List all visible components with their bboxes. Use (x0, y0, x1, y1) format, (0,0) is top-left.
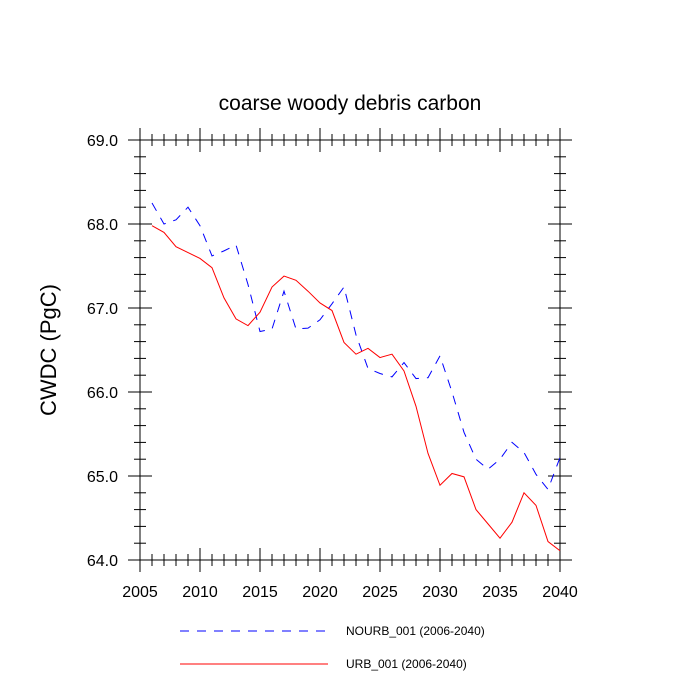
x-tick-label: 2015 (242, 584, 278, 601)
legend: NOURB_001 (2006-2040) URB_001 (2006-2040) (180, 624, 485, 671)
y-tick-label: 64.0 (87, 553, 118, 570)
plot-frame (139, 139, 561, 561)
y-tick-label: 67.0 (87, 301, 118, 318)
x-tick-label: 2010 (182, 584, 218, 601)
chart-title: coarse woody debris carbon (219, 92, 482, 115)
x-tick-label: 2040 (542, 584, 578, 601)
y-tick-label: 69.0 (87, 133, 118, 150)
x-tick-label: 2035 (482, 584, 518, 601)
axis-ticks (128, 128, 572, 572)
legend-label: URB_001 (2006-2040) (346, 657, 467, 671)
x-tick-label: 2025 (362, 584, 398, 601)
y-axis-label: CWDC (PgC) (36, 284, 61, 416)
x-tick-label: 2005 (122, 584, 158, 601)
y-tick-labels: 64.0 65.0 66.0 67.0 68.0 69.0 (87, 133, 118, 570)
x-tick-label: 2030 (422, 584, 458, 601)
series-lines (151, 202, 561, 552)
y-tick-label: 68.0 (87, 217, 118, 234)
series-line-urb-001 (151, 225, 561, 552)
x-tick-labels: 2005 2010 2015 2020 2025 2030 2035 2040 (122, 584, 578, 601)
series-line-nourb-001 (151, 202, 561, 491)
y-tick-label: 65.0 (87, 469, 118, 486)
x-tick-label: 2020 (302, 584, 338, 601)
legend-label: NOURB_001 (2006-2040) (346, 624, 485, 638)
y-tick-label: 66.0 (87, 385, 118, 402)
